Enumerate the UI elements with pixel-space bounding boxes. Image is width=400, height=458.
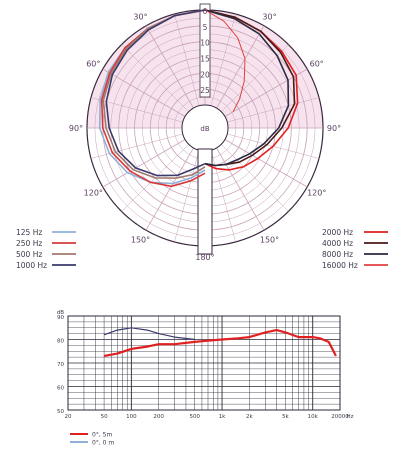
polar-grid-spoke [145,147,194,231]
y-tick-label: 50 [57,409,64,415]
polar-series-line [204,9,246,113]
legend-label: 2000 Hz [322,228,353,237]
legend-label: 500 Hz [16,250,42,259]
legend-label: 4000 Hz [322,239,353,248]
radial-scale-column [199,3,211,98]
polar-grid-spoke [102,68,186,117]
frequency-legend: 0°, 5m0°, 0 m [70,432,114,447]
angle-tick-label: 60° [86,60,100,69]
angle-tick-label: 60° [310,60,324,69]
x-tick-label: 200 [153,414,164,420]
x-tick-label: 2k [246,414,253,420]
polar-series-group [98,9,299,188]
polar-labels: 0 5 10 15 20 25 dB 30° 60° 90° 120° 150° 180° 150° 120… [69,7,341,262]
polar-grid-spoke [221,144,289,212]
radial-tick-label: 0 [203,7,208,16]
polar-series-line [204,9,290,167]
angle-tick-label: 180° [195,253,214,262]
polar-grid-spoke [216,25,265,109]
x-tick-label: 10k [308,414,319,420]
polar-grid-spoke [224,139,308,188]
polar-grid-spoke [210,13,236,106]
frequency-series-line [103,327,195,341]
legend-label: 0°, 0 m [92,440,114,447]
legend-label: 8000 Hz [322,250,353,259]
legend-label: 16000 Hz [322,261,358,270]
y-tick-label: 60 [57,386,64,392]
legend-label: 1000 Hz [16,261,47,270]
polar-series-line [102,9,206,179]
angle-tick-label: 150° [131,236,150,245]
radial-tick-label: 25 [200,86,210,95]
angle-tick-label: 90° [69,124,83,133]
angle-tick-label: 150° [260,236,279,245]
radial-tick-label: 15 [200,55,210,64]
frequency-grid [67,315,341,411]
polar-grid-spoke [174,13,200,106]
angle-tick-label: 120° [84,189,103,198]
polar-grid-spoke [121,44,189,112]
x-tick-label: 20 [65,414,72,420]
radial-tick-label: 5 [203,23,208,32]
polar-series-line [105,9,206,177]
polar-grid-spoke [102,139,186,188]
x-tick-label: 500 [189,414,200,420]
y-tick-label: dB [57,310,64,316]
polar-grid-spoke [145,25,194,109]
angle-tick-label: 30° [133,12,147,21]
angle-tick-label: 120° [307,189,326,198]
legend-label: 0°, 5m [92,432,112,439]
y-tick-label: 70 [57,362,64,368]
x-tick-label: 100 [126,414,137,420]
radial-tick-label: 20 [200,70,210,79]
angle-tick-label: 90° [327,124,341,133]
polar-chart: 0 5 10 15 20 25 dB 30° 60° 90° 120° 150° 180° 150° 120… [69,3,341,262]
y-tick-label: 80 [57,339,64,345]
legend-label: 125 Hz [16,228,42,237]
x-tick-label: 50 [101,414,108,420]
x-tick-label: 5k [282,414,289,420]
polar-legend: 125 Hz 250 Hz 500 Hz 1000 Hz 2000 Hz 4000 Hz 8… [16,228,388,270]
polar-grid-spoke [216,147,265,231]
x-tick-label: Hz [346,414,353,420]
x-tick-label: 1k [219,414,226,420]
radial-unit-label: dB [200,125,209,133]
polar-grid-spoke [174,150,200,243]
y-tick-label: 90 [57,315,64,321]
polar-grid-spoke [90,133,183,159]
polar-grid-spoke [227,97,320,123]
x-tick-label: 20000 [331,414,349,420]
frequency-series-line [103,329,337,357]
frequency-series-group [103,327,337,357]
angle-tick-label: 30° [262,12,276,21]
legend-label: 250 Hz [16,239,42,248]
radial-tick-label: 10 [200,39,210,48]
